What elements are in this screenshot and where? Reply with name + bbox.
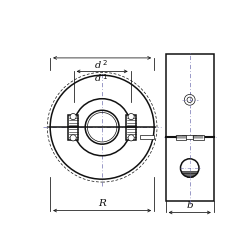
- Text: b: b: [186, 201, 193, 210]
- Bar: [176, 135, 186, 140]
- Bar: [182, 135, 196, 140]
- Bar: [126, 115, 136, 127]
- Bar: [193, 135, 204, 140]
- Bar: [166, 54, 214, 201]
- Text: d: d: [94, 74, 100, 83]
- Circle shape: [187, 97, 192, 102]
- Text: 1: 1: [102, 74, 107, 80]
- Text: R: R: [98, 199, 106, 208]
- Circle shape: [128, 135, 134, 141]
- Text: d: d: [94, 61, 100, 70]
- Circle shape: [128, 114, 134, 120]
- Circle shape: [180, 159, 199, 177]
- Bar: [68, 115, 78, 127]
- Circle shape: [70, 114, 76, 120]
- Text: 2: 2: [102, 60, 106, 66]
- Circle shape: [184, 94, 195, 105]
- Circle shape: [70, 135, 76, 141]
- Bar: [68, 127, 78, 140]
- Bar: [140, 135, 154, 140]
- Bar: [126, 127, 136, 140]
